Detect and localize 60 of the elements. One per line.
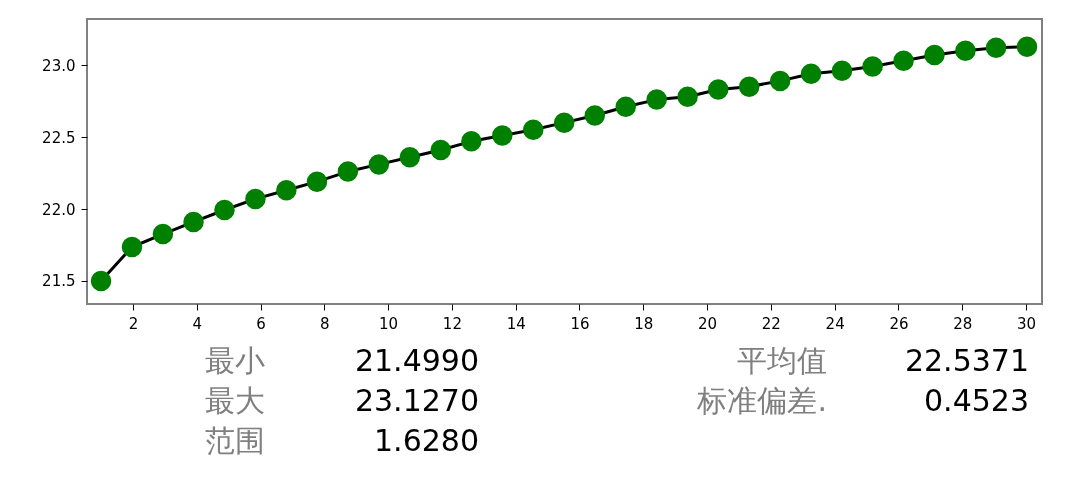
x-tick-label: 2	[128, 314, 139, 333]
point	[955, 40, 976, 61]
point	[90, 270, 112, 292]
point	[276, 180, 297, 201]
text: 范围	[205, 423, 265, 458]
point	[1016, 36, 1038, 58]
point	[677, 86, 698, 107]
x-tick-label: 28	[953, 314, 973, 333]
x-tick-label: 18	[634, 314, 654, 333]
y-tick-label: 22.5	[42, 128, 76, 147]
point	[584, 105, 606, 126]
x-tick-label: 24	[825, 314, 845, 333]
point	[492, 125, 513, 146]
point	[461, 131, 482, 152]
point	[306, 171, 328, 192]
x-tick-label: 22	[761, 314, 781, 333]
y-tick-label: 23.0	[42, 56, 76, 75]
x-tick-label: 26	[889, 314, 909, 333]
text: 22.5371	[904, 343, 1029, 378]
text: 0.4523	[924, 383, 1029, 418]
point	[245, 188, 266, 210]
x-tick-label: 20	[698, 314, 718, 333]
x-tick-label: 4	[192, 314, 202, 333]
point	[121, 236, 143, 258]
text: 最小	[205, 343, 265, 378]
y-tick-label: 21.5	[42, 272, 76, 291]
point	[214, 199, 235, 221]
point	[183, 211, 204, 233]
point	[769, 70, 791, 92]
point	[708, 79, 729, 100]
point	[553, 112, 575, 133]
point	[337, 161, 359, 182]
point	[800, 63, 822, 84]
text: 最大	[205, 383, 265, 418]
text: 平均值	[737, 343, 827, 378]
point	[430, 139, 451, 161]
point	[152, 223, 174, 245]
point	[646, 89, 667, 110]
x-tick-label: 30	[1017, 314, 1037, 333]
point	[893, 50, 914, 71]
text: 21.4990	[354, 343, 479, 378]
point	[615, 96, 636, 118]
text: 标准偏差.	[696, 383, 827, 418]
text: 1.6280	[374, 423, 479, 458]
point	[985, 37, 1007, 59]
x-tick-label: 8	[320, 314, 330, 333]
y-tick-label: 22.0	[42, 200, 76, 219]
text: 23.1270	[354, 383, 479, 418]
point	[831, 60, 853, 82]
point	[368, 154, 390, 175]
point	[924, 44, 945, 66]
x-tick-label: 6	[256, 314, 266, 333]
x-tick-label: 12	[442, 314, 462, 333]
point	[738, 76, 760, 97]
x-tick-label: 16	[570, 314, 590, 333]
point	[522, 119, 544, 141]
point	[399, 146, 421, 168]
point	[862, 56, 883, 77]
x-tick-label: 10	[379, 314, 399, 333]
x-tick-label: 14	[506, 314, 526, 333]
